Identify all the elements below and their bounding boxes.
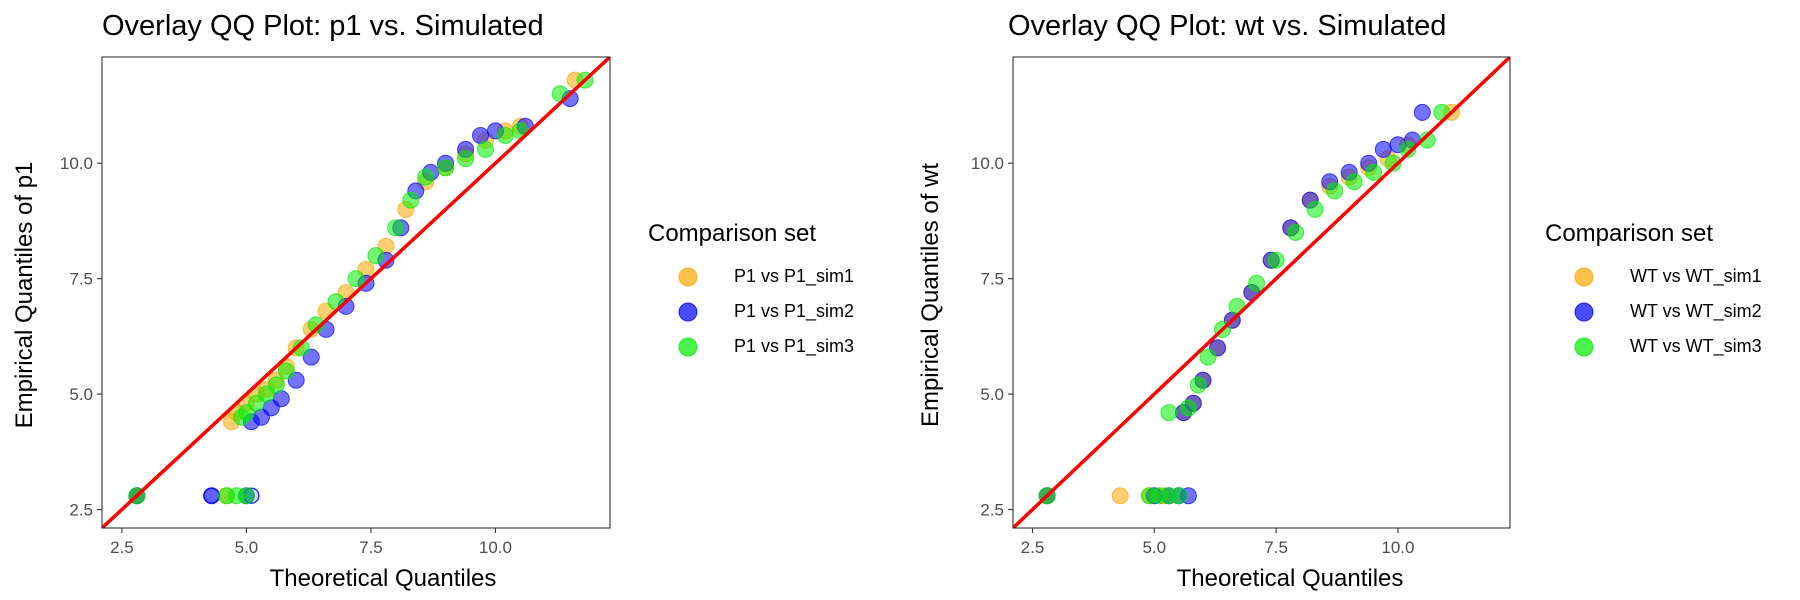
x-tick-label: 5.0	[1142, 538, 1166, 557]
data-point	[1267, 251, 1285, 269]
legend-key-sim1	[678, 267, 698, 287]
y-tick-label: 2.5	[69, 501, 93, 520]
x-tick-label: 5.0	[235, 538, 259, 557]
legend-label-sim3: P1 vs P1_sim3	[734, 336, 854, 357]
data-point	[1384, 154, 1402, 172]
qq-plot-wt: Overlay QQ Plot: wt vs. Simulated Theore…	[917, 10, 1762, 592]
y-tick-label: 7.5	[69, 270, 93, 289]
legend-label-sim2: WT vs WT_sim2	[1630, 301, 1762, 322]
y-axis-label: Empirical Quantiles of wt	[917, 163, 944, 427]
series-sim3	[1038, 103, 1451, 505]
data-point	[277, 362, 295, 380]
legend-label-sim1: P1 vs P1_sim1	[734, 266, 854, 287]
reference-line	[1013, 57, 1510, 528]
data-point	[267, 376, 285, 394]
legend-label-sim2: P1 vs P1_sim2	[734, 301, 854, 322]
x-axis-label: Theoretical Quantiles	[1177, 565, 1404, 592]
x-tick-label: 7.5	[1264, 538, 1288, 557]
data-point	[1413, 103, 1431, 121]
data-point	[367, 247, 385, 265]
y-tick-label: 10.0	[60, 154, 93, 173]
y-tick-label: 7.5	[980, 270, 1004, 289]
qq-plot-p1: Overlay QQ Plot: p1 vs. Simulated Theore…	[11, 10, 854, 592]
panel-border	[1012, 56, 1511, 529]
data-point	[1365, 163, 1383, 181]
data-point	[1199, 348, 1217, 366]
y-tick-label: 2.5	[980, 501, 1004, 520]
x-tick-label: 7.5	[359, 538, 383, 557]
data-point	[1189, 376, 1207, 394]
y-tick-label: 5.0	[980, 385, 1004, 404]
data-point	[402, 191, 420, 209]
x-tick-label: 10.0	[479, 538, 512, 557]
data-point	[1418, 131, 1436, 149]
x-tick-label: 2.5	[110, 538, 134, 557]
data-point	[1170, 487, 1188, 505]
x-tick-label: 10.0	[1381, 538, 1414, 557]
data-point	[387, 219, 405, 237]
data-point	[1111, 487, 1129, 505]
plot-area	[102, 57, 610, 528]
data-point	[417, 168, 435, 186]
data-point	[1248, 274, 1266, 292]
data-point	[496, 127, 514, 144]
plot-area	[1013, 57, 1510, 528]
data-point	[292, 339, 310, 357]
y-tick-label: 10.0	[971, 154, 1004, 173]
data-point	[1287, 224, 1305, 241]
legend-key-sim3	[1574, 337, 1594, 357]
legend-key-sim2	[1574, 302, 1594, 322]
data-point	[1306, 200, 1324, 218]
legend-label-sim1: WT vs WT_sim1	[1630, 266, 1762, 287]
data-point	[1179, 399, 1197, 417]
data-point	[203, 487, 220, 504]
data-point	[477, 140, 494, 158]
legend-title: Comparison set	[648, 220, 816, 247]
legend-key-sim3	[678, 337, 698, 357]
panel-border	[101, 56, 611, 529]
data-point	[1399, 140, 1417, 158]
data-point	[1345, 173, 1363, 191]
y-axis-label: Empirical Quantiles of p1	[11, 162, 38, 429]
data-point	[1326, 182, 1344, 200]
data-point	[1374, 140, 1392, 158]
legend-key-sim1	[1574, 267, 1594, 287]
data-point	[437, 159, 455, 177]
x-axis-label: Theoretical Quantiles	[270, 565, 497, 592]
legend-label-sim3: WT vs WT_sim3	[1630, 336, 1762, 357]
data-point	[1160, 404, 1178, 422]
legend-title: Comparison set	[1545, 220, 1713, 247]
data-point	[457, 150, 475, 168]
data-point	[307, 316, 325, 334]
chart-title: Overlay QQ Plot: p1 vs. Simulated	[102, 10, 544, 42]
chart-title: Overlay QQ Plot: wt vs. Simulated	[1008, 10, 1446, 42]
y-tick-label: 5.0	[69, 385, 93, 404]
x-tick-label: 2.5	[1021, 538, 1045, 557]
legend-key-sim2	[678, 302, 698, 322]
reference-line	[102, 57, 610, 528]
data-point	[237, 487, 255, 505]
data-point	[347, 270, 365, 288]
